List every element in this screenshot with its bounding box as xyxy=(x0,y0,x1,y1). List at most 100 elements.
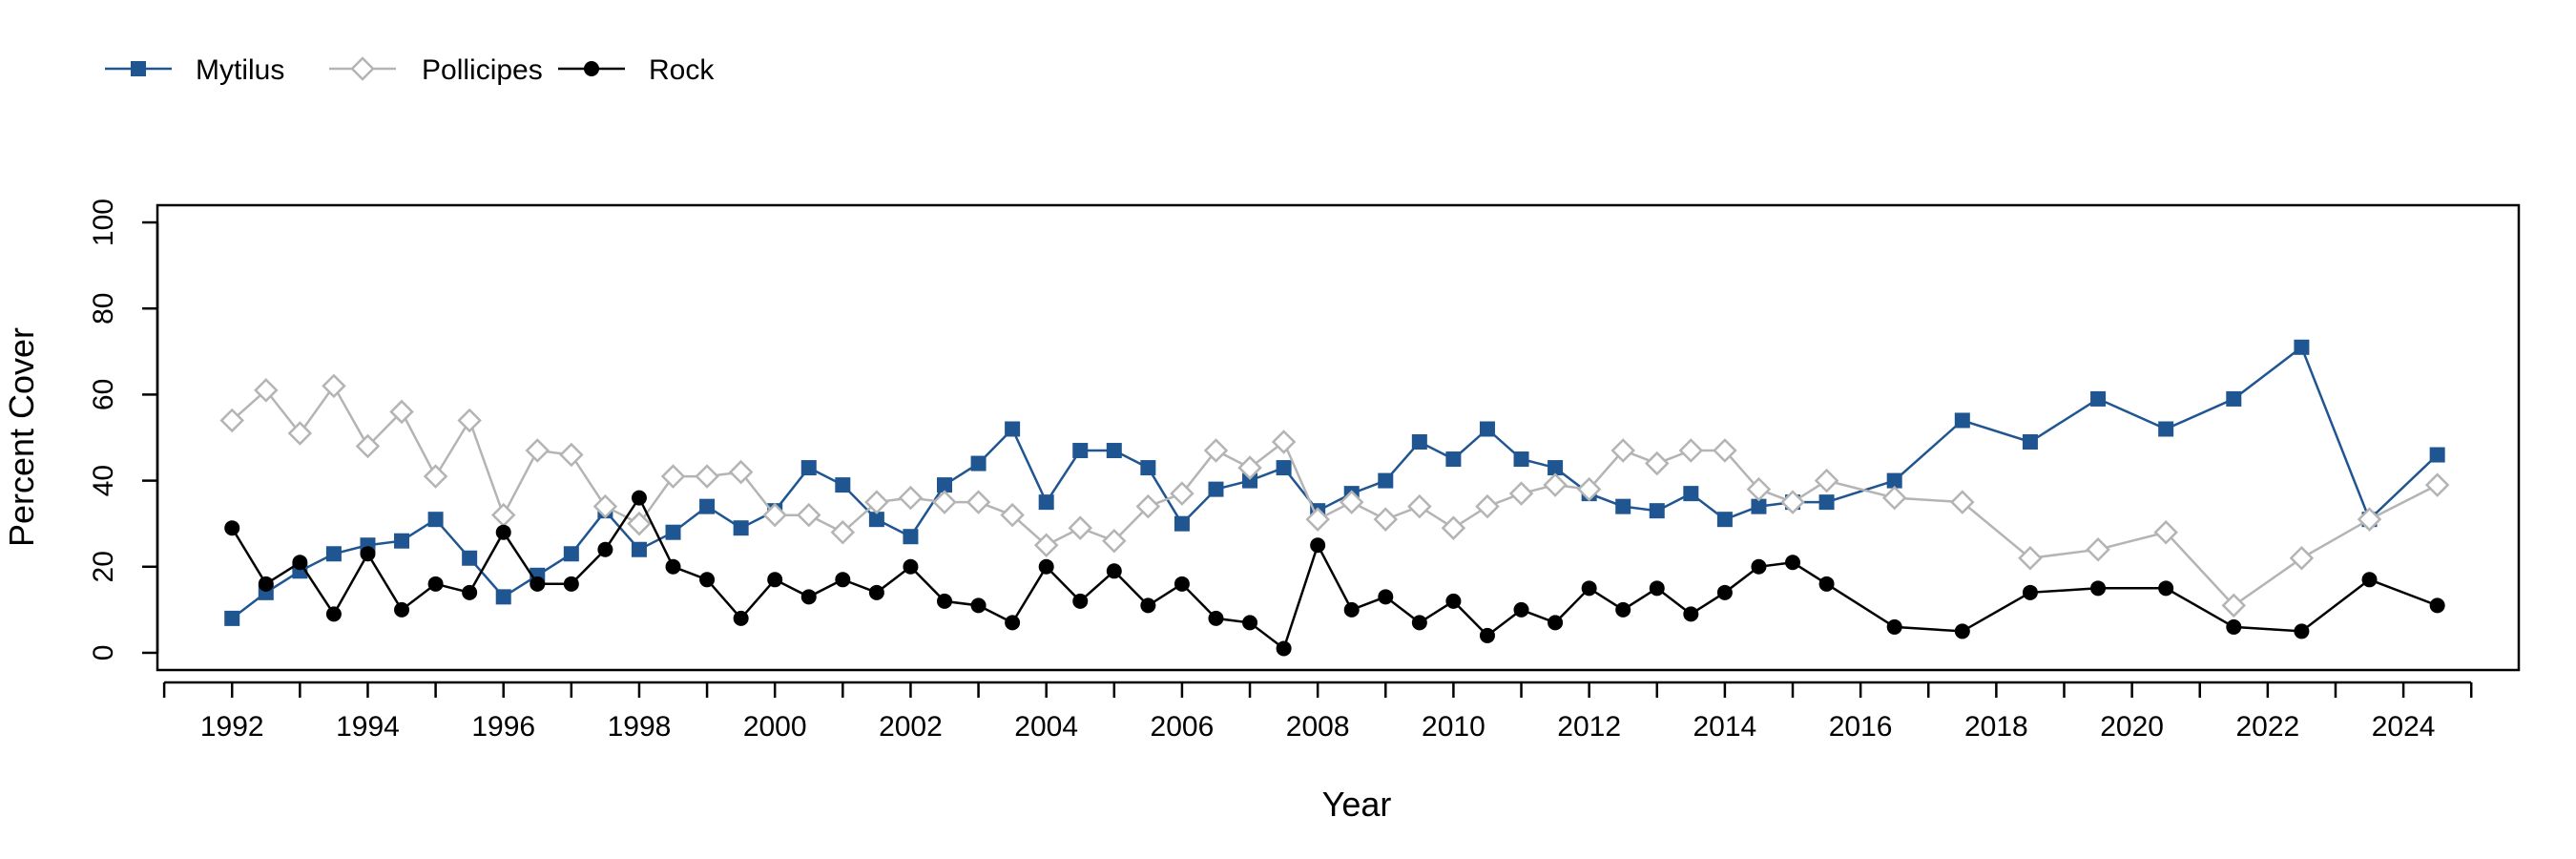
data-point-rock xyxy=(1886,618,1902,635)
data-point-mytilus xyxy=(2022,434,2038,450)
data-point-pollicipes xyxy=(1475,493,1500,519)
data-point-mytilus xyxy=(462,550,478,566)
series-line-rock xyxy=(231,495,2439,651)
legend-marker-rock xyxy=(584,61,599,76)
x-axis: 1992 1994 1996 1998 2000 2002 2004 2006 2008 2010… xyxy=(162,681,2473,743)
data-point-rock xyxy=(1615,601,1631,618)
x-tick-label: 2014 xyxy=(1693,711,1757,743)
data-point-rock xyxy=(2022,584,2038,600)
data-point-pollicipes xyxy=(1576,476,1602,502)
data-point-pollicipes xyxy=(627,511,652,536)
data-point-pollicipes xyxy=(2086,536,2110,562)
data-point-pollicipes xyxy=(1644,450,1670,476)
data-point-pollicipes xyxy=(830,519,856,545)
data-point-mytilus xyxy=(937,477,952,493)
data-point-pollicipes xyxy=(490,502,516,528)
legend-marker-mytilus xyxy=(131,61,146,76)
data-point-rock xyxy=(699,572,716,588)
data-point-rock xyxy=(767,572,783,588)
x-tick-label: 2018 xyxy=(1964,711,2028,743)
data-point-pollicipes xyxy=(287,421,313,446)
data-point-pollicipes xyxy=(389,399,414,425)
data-point-rock xyxy=(462,584,478,600)
data-point-rock xyxy=(1683,606,1699,622)
data-point-rock xyxy=(1208,610,1224,626)
data-point-pollicipes xyxy=(2357,507,2382,532)
data-point-rock xyxy=(868,584,884,600)
y-axis-label: Percent Cover xyxy=(2,327,41,547)
data-point-rock xyxy=(1649,580,1665,597)
data-point-mytilus xyxy=(631,541,647,557)
x-tick-label: 2000 xyxy=(743,711,807,743)
data-point-rock xyxy=(800,589,817,605)
data-point-rock xyxy=(292,555,308,571)
data-point-pollicipes xyxy=(254,378,279,403)
data-point-mytilus xyxy=(1479,421,1495,437)
data-point-mytilus xyxy=(699,498,716,514)
data-point-pollicipes xyxy=(219,408,245,433)
data-point-pollicipes xyxy=(762,502,787,528)
data-point-rock xyxy=(394,601,410,618)
data-point-pollicipes xyxy=(966,490,991,514)
data-point-pollicipes xyxy=(1881,485,1907,511)
data-point-rock xyxy=(970,597,987,614)
data-point-mytilus xyxy=(1411,434,1427,450)
x-tick-label: 2010 xyxy=(1422,711,1485,743)
data-point-pollicipes xyxy=(1033,533,1059,557)
data-point-rock xyxy=(563,576,579,592)
data-point-rock xyxy=(1411,615,1427,631)
data-point-mytilus xyxy=(2158,421,2174,437)
data-point-pollicipes xyxy=(1170,481,1195,506)
x-axis-label: Year xyxy=(1322,785,1392,824)
y-tick-label: 20 xyxy=(88,551,119,582)
data-point-rock xyxy=(1343,601,1360,618)
data-point-mytilus xyxy=(1174,515,1190,532)
data-point-rock xyxy=(1140,597,1156,614)
data-point-rock xyxy=(733,610,749,626)
data-point-rock xyxy=(937,593,952,609)
data-point-pollicipes xyxy=(864,490,889,514)
data-point-mytilus xyxy=(563,546,579,562)
data-point-rock xyxy=(495,524,511,540)
data-point-rock xyxy=(1242,615,1258,631)
data-point-mytilus xyxy=(2294,339,2310,355)
y-tick-label: 60 xyxy=(88,379,119,410)
series-pollicipes xyxy=(219,373,2450,618)
data-point-rock xyxy=(1785,555,1801,571)
x-tick-label: 2016 xyxy=(1829,711,1893,743)
data-point-mytilus xyxy=(1445,451,1462,468)
y-axis: 0 20 40 60 80 100 xyxy=(88,199,159,660)
data-point-rock xyxy=(1106,563,1122,579)
data-point-pollicipes xyxy=(1373,507,1399,532)
data-point-mytilus xyxy=(903,529,919,545)
data-point-pollicipes xyxy=(592,493,618,519)
data-point-mytilus xyxy=(1751,498,1767,514)
y-tick-label: 80 xyxy=(88,293,119,325)
data-point-mytilus xyxy=(1005,421,1021,437)
data-point-mytilus xyxy=(665,524,681,540)
data-point-pollicipes xyxy=(1441,515,1466,540)
data-point-rock xyxy=(2158,580,2174,597)
data-point-rock xyxy=(1174,576,1190,592)
data-point-pollicipes xyxy=(1508,481,1534,506)
data-point-pollicipes xyxy=(1203,438,1229,463)
legend-marker-pollicipes xyxy=(350,56,375,81)
data-point-mytilus xyxy=(495,589,511,605)
data-point-rock xyxy=(1038,558,1054,575)
y-tick-label: 100 xyxy=(88,199,119,246)
legend-item-mytilus: Mytilus xyxy=(105,54,284,86)
data-point-pollicipes xyxy=(525,438,551,463)
data-point-rock xyxy=(224,520,240,536)
legend-item-pollicipes: Pollicipes xyxy=(329,54,543,86)
data-point-rock xyxy=(1005,615,1021,631)
data-point-pollicipes xyxy=(1271,430,1297,454)
x-tick-label: 1992 xyxy=(200,711,264,743)
data-point-rock xyxy=(597,541,613,557)
data-point-rock xyxy=(1445,593,1462,609)
data-point-pollicipes xyxy=(1814,468,1839,493)
data-point-mytilus xyxy=(1954,412,1970,429)
data-point-mytilus xyxy=(224,610,240,626)
data-point-pollicipes xyxy=(2424,472,2450,497)
data-point-pollicipes xyxy=(2018,545,2043,571)
